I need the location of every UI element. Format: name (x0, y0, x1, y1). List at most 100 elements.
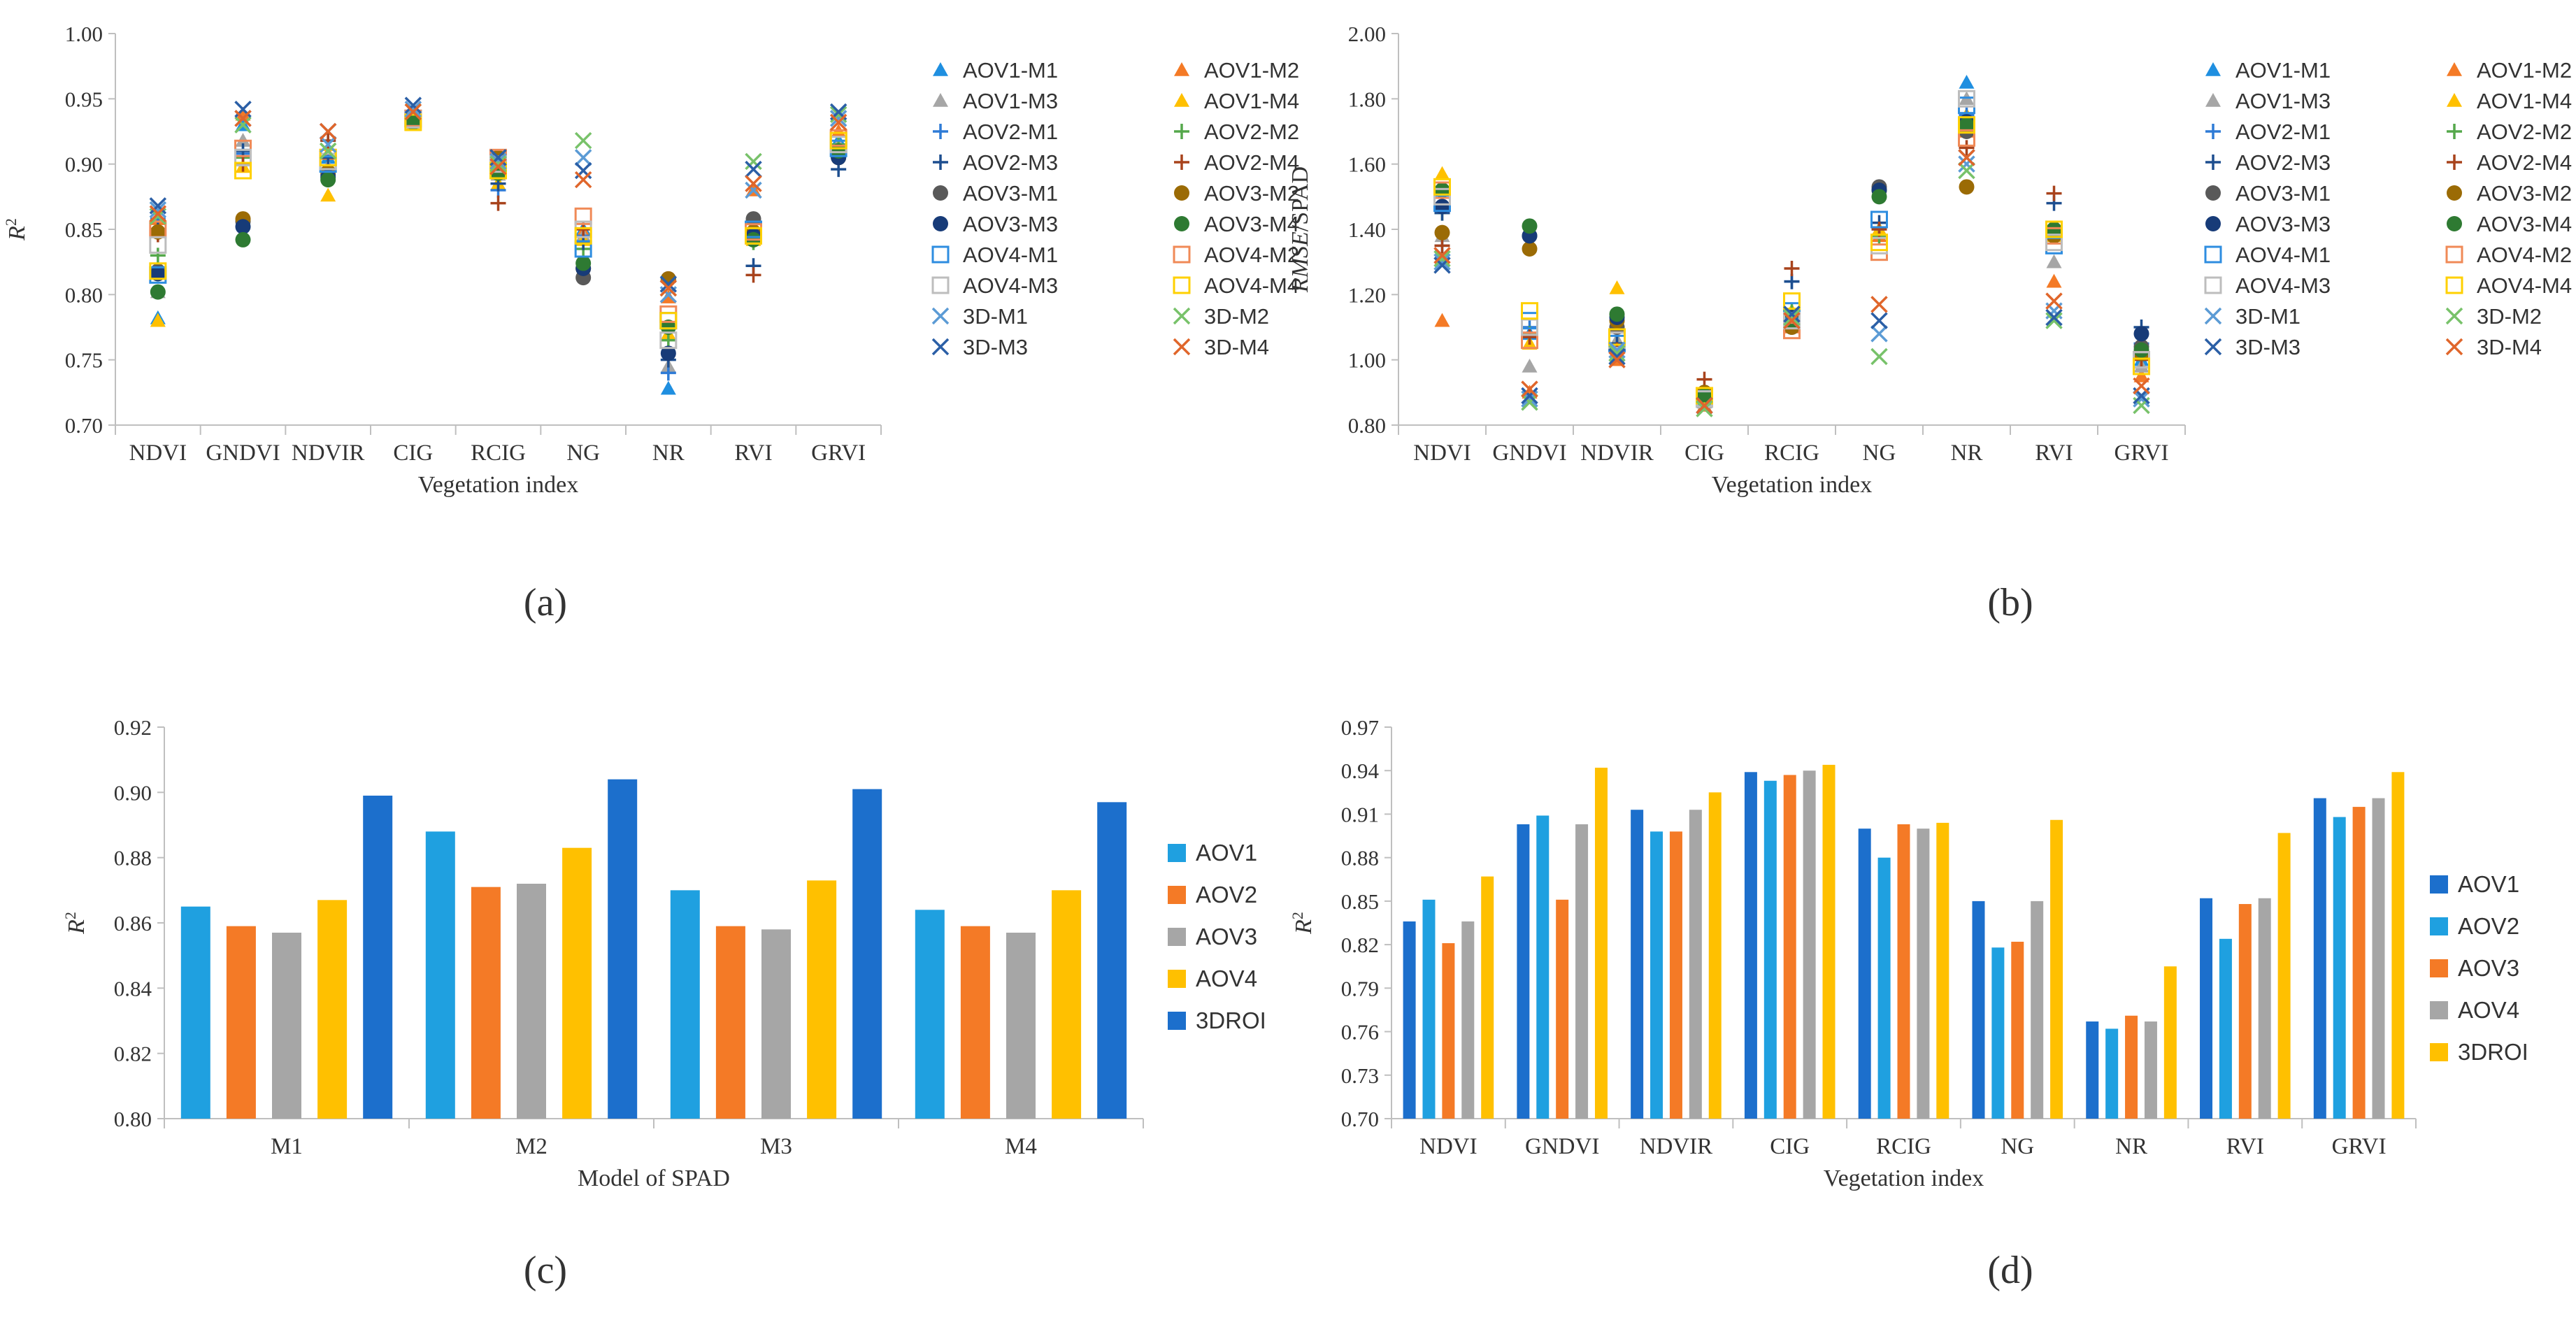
legend-marker-3D-M2 (2445, 307, 2463, 325)
scatter-point-AOV1-M2 (2133, 368, 2149, 382)
scatter-point-AOV4-M3 (149, 236, 167, 254)
scatter-point-AOV4-M4 (1783, 292, 1801, 310)
y-tick-label: 0.97 (1341, 715, 1379, 740)
scatter-point-3D-M4 (1608, 351, 1626, 368)
bar-AOV1 (1517, 824, 1530, 1119)
bar-AOV2 (1536, 815, 1550, 1119)
scatter-point-AOV2-M2 (150, 248, 166, 264)
legend-label: AOV1-M3 (963, 89, 1058, 113)
y-tick-label: 1.20 (1348, 282, 1386, 307)
y-tick-label: 1.40 (1348, 217, 1386, 242)
scatter-point-AOV1-M3 (2046, 254, 2062, 268)
y-tick-label: 1.00 (65, 22, 103, 46)
legend-label: AOV1-M2 (2477, 58, 2572, 82)
scatter-point-3D-M4 (1433, 247, 1451, 264)
legend-label: AOV4-M4 (1204, 273, 1299, 298)
legend-marker-3D-M2 (1173, 307, 1191, 325)
scatter-point-AOV1-M2 (235, 106, 251, 121)
y-axis-label-main: R (64, 919, 90, 935)
legend-label: AOV2 (2458, 913, 2519, 939)
scatter-point-3D-M4 (2133, 377, 2150, 395)
legend-marker-AOV3-M1 (2205, 185, 2221, 201)
bar-AOV1 (1744, 772, 1757, 1119)
scatter-point-AOV3-M4 (1959, 117, 1975, 133)
bar-AOV2 (715, 926, 745, 1119)
bar-AOV1 (915, 910, 945, 1119)
bar-AOV4 (1575, 824, 1589, 1119)
scatter-point-3D-M4 (1521, 380, 1538, 398)
scatter-point-AOV2-M4 (1959, 140, 1975, 156)
legend-label: AOV1 (2458, 871, 2519, 897)
y-tick-label: 0.90 (114, 780, 152, 805)
x-tick-label: CIG (1770, 1134, 1810, 1159)
y-tick-label: 0.88 (114, 846, 152, 870)
y-tick-label: 1.80 (1348, 87, 1386, 111)
scatter-point-AOV4-M4 (149, 262, 167, 280)
scatter-point-3D-M4 (659, 279, 678, 297)
y-tick-label: 0.73 (1341, 1063, 1379, 1088)
scatter-point-3D-M2 (1696, 400, 1713, 417)
bar-3DROI (363, 796, 393, 1119)
bar-AOV1 (1403, 921, 1416, 1119)
legend-label: AOV3-M2 (2477, 181, 2572, 206)
legend-label: 3DROI (2458, 1039, 2528, 1065)
legend-label: AOV2-M1 (963, 120, 1058, 144)
scatter-point-AOV2-M4 (745, 267, 761, 283)
scatter-point-3D-M1 (2133, 390, 2150, 408)
scatter-point-AOV3-M2 (1522, 241, 1538, 257)
panel-caption: (a) (524, 581, 567, 624)
y-tick-label: 0.85 (65, 217, 103, 242)
bar-AOV4 (2258, 898, 2271, 1119)
legend-label: AOV1-M4 (2477, 89, 2572, 113)
x-tick-label: CIG (393, 440, 433, 466)
bar-AOV1 (425, 831, 455, 1119)
y-tick-label: 0.95 (65, 87, 103, 111)
legend-marker-AOV1-M3 (2205, 93, 2221, 107)
legend-label: AOV3-M3 (963, 212, 1058, 236)
bar-AOV2 (471, 887, 501, 1119)
scatter-point-3D-M1 (1870, 325, 1888, 343)
scatter-point-3D-M1 (829, 110, 847, 127)
legend-label: AOV3-M2 (1204, 181, 1299, 206)
y-tick-label: 0.79 (1341, 976, 1379, 1000)
scatter-point-AOV4-M4 (659, 312, 678, 330)
legend-label: AOV3-M4 (2477, 212, 2572, 236)
scatter-point-AOV4-M2 (1958, 129, 1975, 147)
bar-AOV4 (1689, 810, 1702, 1119)
scatter-point-3D-M1 (489, 152, 507, 171)
scatter-point-3D-M4 (2045, 292, 2063, 310)
legend-marker-AOV2-M2 (2447, 124, 2462, 139)
scatter-point-AOV3-M2 (1959, 179, 1975, 195)
panel-caption: (b) (1987, 581, 2033, 624)
scatter-point-AOV3-M4 (235, 231, 251, 248)
legend-label: AOV3-M1 (963, 181, 1058, 206)
scatter-point-3D-M2 (1870, 347, 1888, 366)
y-tick-label: 0.80 (65, 282, 103, 307)
y-tick-label: 0.88 (1341, 846, 1379, 870)
legend-marker-AOV3-M3 (933, 216, 948, 231)
legend-label: AOV1-M3 (2235, 89, 2331, 113)
bar-AOV2 (1877, 857, 1891, 1119)
legend-label: 3D-M3 (963, 335, 1028, 359)
legend-marker-AOV1-M4 (2447, 93, 2462, 107)
x-tick-label: RVI (2035, 440, 2073, 466)
scatter-point-AOV4-M3 (1958, 89, 1975, 108)
bar-3DROI (1097, 802, 1127, 1119)
bar-AOV1 (2200, 898, 2213, 1119)
legend-label: AOV2-M1 (2235, 120, 2331, 144)
bar-AOV4 (2144, 1021, 2157, 1119)
scatter-point-AOV2-M4 (1434, 238, 1450, 254)
x-tick-label: RCIG (471, 440, 526, 466)
x-tick-label: NDVI (1419, 1134, 1477, 1159)
legend-marker-AOV1-M1 (2205, 62, 2221, 76)
legend-marker-AOV4-M2 (2445, 245, 2463, 264)
legend: AOV1 AOV2 AOV3 AOV4 3DROI (1168, 840, 1266, 1033)
bars (1403, 764, 2405, 1119)
bar-3DROI (1822, 764, 1836, 1119)
bar-AOV2 (2219, 938, 2232, 1119)
x-tick-label: NDVIR (1580, 440, 1654, 466)
x-axis-label: Model of SPAD (578, 1165, 730, 1191)
scatter-point-3D-M2 (234, 116, 252, 134)
scatter-point-3D-M2 (829, 106, 847, 123)
y-axis-label: RMSE/SPAD (1287, 166, 1313, 293)
